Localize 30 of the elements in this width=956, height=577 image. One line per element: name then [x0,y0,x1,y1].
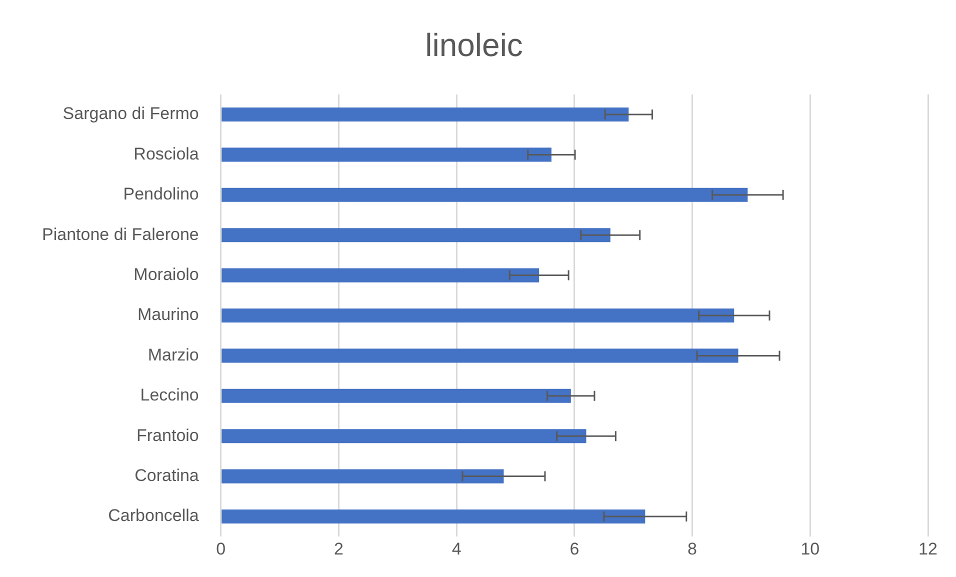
bar [222,107,629,122]
bar [222,348,738,363]
bar [222,268,540,282]
bar [222,308,734,323]
y-tick-label: Coratina [134,466,200,485]
y-tick-label: Piantone di Falerone [42,224,199,244]
bar [222,469,504,484]
bar [222,388,571,403]
y-tick-label: Leccino [140,386,199,405]
bar [222,509,646,524]
x-tick-label: 4 [452,539,462,558]
y-tick-label: Carboncella [108,506,200,526]
x-tick-label: 10 [800,539,820,558]
x-tick-label: 2 [334,539,344,558]
y-tick-label: Maurino [137,305,199,324]
y-tick-label: Frantoio [136,426,199,445]
y-tick-label: Marzio [148,345,199,364]
bar [222,188,748,202]
bar [222,148,552,162]
x-tick-label: 8 [688,539,698,558]
chart-title: linoleic [425,27,523,64]
x-tick-label: 6 [570,539,580,558]
y-tick-label: Rosciola [134,144,200,164]
y-tick-label: Pendolino [123,184,199,204]
bar [222,228,610,242]
x-tick-label: 12 [918,539,938,558]
y-tick-label: Moraiolo [134,264,199,284]
bar [222,429,586,444]
y-tick-label: Sargano di Fermo [62,104,199,124]
x-tick-label: 0 [216,539,226,558]
